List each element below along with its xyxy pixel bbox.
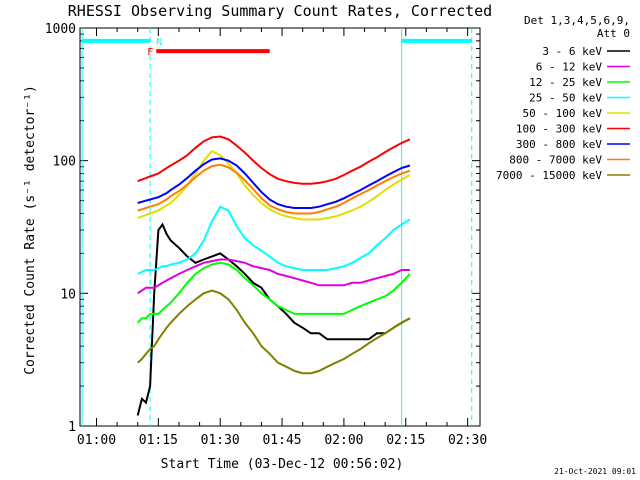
series-line-5 (137, 135, 411, 185)
legend-label-2: 12 - 25 keV (529, 76, 602, 89)
y-tick-label: 100 (53, 155, 76, 170)
legend-header-line-2: Att 0 (597, 27, 630, 40)
series-line-4 (137, 149, 411, 221)
series-line-1 (137, 258, 410, 295)
legend-label-5: 100 - 300 keV (516, 123, 602, 136)
x-tick-label: 01:45 (262, 433, 301, 448)
legend-label-1: 6 - 12 keV (536, 61, 603, 74)
y-axis-label: Corrected Count Rate (s⁻¹ detector⁻¹) (23, 85, 38, 375)
series-line-0 (136, 222, 411, 416)
x-tick-label: 02:30 (448, 433, 487, 448)
series-line-7 (137, 163, 411, 215)
y-tick-label: 10 (60, 287, 76, 302)
series-line-3 (137, 205, 411, 275)
legend-label-0: 3 - 6 keV (542, 45, 602, 58)
legend-label-6: 300 - 800 keV (516, 138, 602, 151)
chart-title: RHESSI Observing Summary Count Rates, Co… (68, 2, 492, 20)
legend-label-7: 800 - 7000 keV (509, 154, 602, 167)
x-tick-label: 02:00 (324, 433, 363, 448)
footer-date: 21-Oct-2021 09:01 (554, 467, 636, 476)
legend-label-3: 25 - 50 keV (529, 92, 602, 105)
x-tick-label: 01:15 (139, 433, 178, 448)
y-tick-label: 1000 (45, 22, 76, 37)
legend-header-line-1: Det 1,3,4,5,6,9, (524, 14, 630, 27)
y-tick-label: 1 (68, 420, 76, 435)
x-tick-label: 01:30 (201, 433, 240, 448)
legend-label-4: 50 - 100 keV (523, 107, 603, 120)
plot-area: 1 10 100 1000 01:00 01:15 01:30 01:45 02:00 02:15… (45, 22, 488, 448)
series-line-6 (137, 157, 411, 209)
x-axis-label: Start Time (03-Dec-12 00:56:02) (161, 457, 404, 472)
night-letter: N (156, 37, 162, 48)
legend-label-8: 7000 - 15000 keV (496, 169, 602, 182)
x-tick-label: 02:15 (386, 433, 425, 448)
series-line-2 (136, 261, 411, 324)
x-tick-label: 01:00 (77, 433, 116, 448)
series-line-8 (137, 289, 411, 375)
flare-letter: F (147, 47, 153, 58)
legend: Det 1,3,4,5,6,9, Att 0 3 - 6 keV 6 - 12 k… (496, 14, 630, 182)
plot-frame (79, 27, 481, 427)
